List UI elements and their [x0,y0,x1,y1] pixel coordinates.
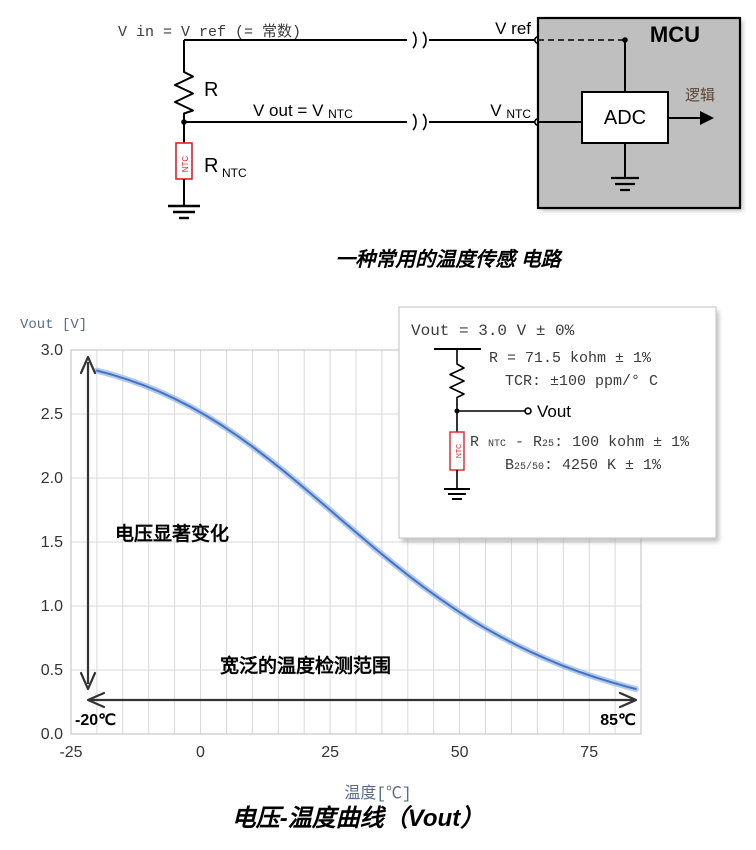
svg-text:R = 71.5 kohm ± 1%: R = 71.5 kohm ± 1% [489,350,652,367]
svg-text:3.0: 3.0 [41,342,63,359]
svg-text:50: 50 [451,744,469,761]
svg-text:NTC: NTC [181,156,190,173]
svg-text:2.0: 2.0 [41,470,63,487]
svg-text:1.5: 1.5 [41,534,63,551]
svg-text:TCR: ±100 ppm/° C: TCR: ±100 ppm/° C [505,373,658,390]
svg-text:电压-温度曲线（Vout）: 电压-温度曲线（Vout） [232,804,484,832]
svg-text:2.5: 2.5 [41,406,63,423]
svg-text:0.5: 0.5 [41,662,63,679]
svg-text:ADC: ADC [604,107,646,129]
svg-text:V out = V NTC: V out = V NTC [253,101,353,121]
svg-text:一种常用的温度传感 电路: 一种常用的温度传感 电路 [335,248,563,271]
svg-text:宽泛的温度检测范围: 宽泛的温度检测范围 [220,654,391,677]
svg-text:V ref: V ref [495,19,531,38]
svg-text:电压显著变化: 电压显著变化 [115,522,229,545]
svg-text:V in = V ref (= 常数): V in = V ref (= 常数) [118,23,301,41]
svg-text:Vout [V]: Vout [V] [20,317,87,333]
svg-text:1.0: 1.0 [41,598,63,615]
svg-text:25: 25 [321,744,339,761]
svg-text:-25: -25 [59,744,82,761]
svg-text:-20℃: -20℃ [75,712,116,729]
svg-text:Vout: Vout [537,402,571,421]
svg-text:85℃: 85℃ [600,712,636,729]
svg-text:逻辑: 逻辑 [685,87,715,104]
svg-text:NTC: NTC [456,444,463,458]
svg-text:Vout = 3.0 V ± 0%: Vout = 3.0 V ± 0% [411,322,575,340]
svg-text:R: R [204,155,218,177]
svg-text:NTC: NTC [222,166,247,180]
svg-text:R: R [204,79,218,101]
svg-text:75: 75 [580,744,598,761]
svg-text:V NTC: V NTC [490,101,531,121]
svg-text:温度[℃]: 温度[℃] [344,784,411,803]
svg-text:0: 0 [196,744,205,761]
svg-text:0.0: 0.0 [41,726,63,743]
svg-text:MCU: MCU [650,22,700,47]
